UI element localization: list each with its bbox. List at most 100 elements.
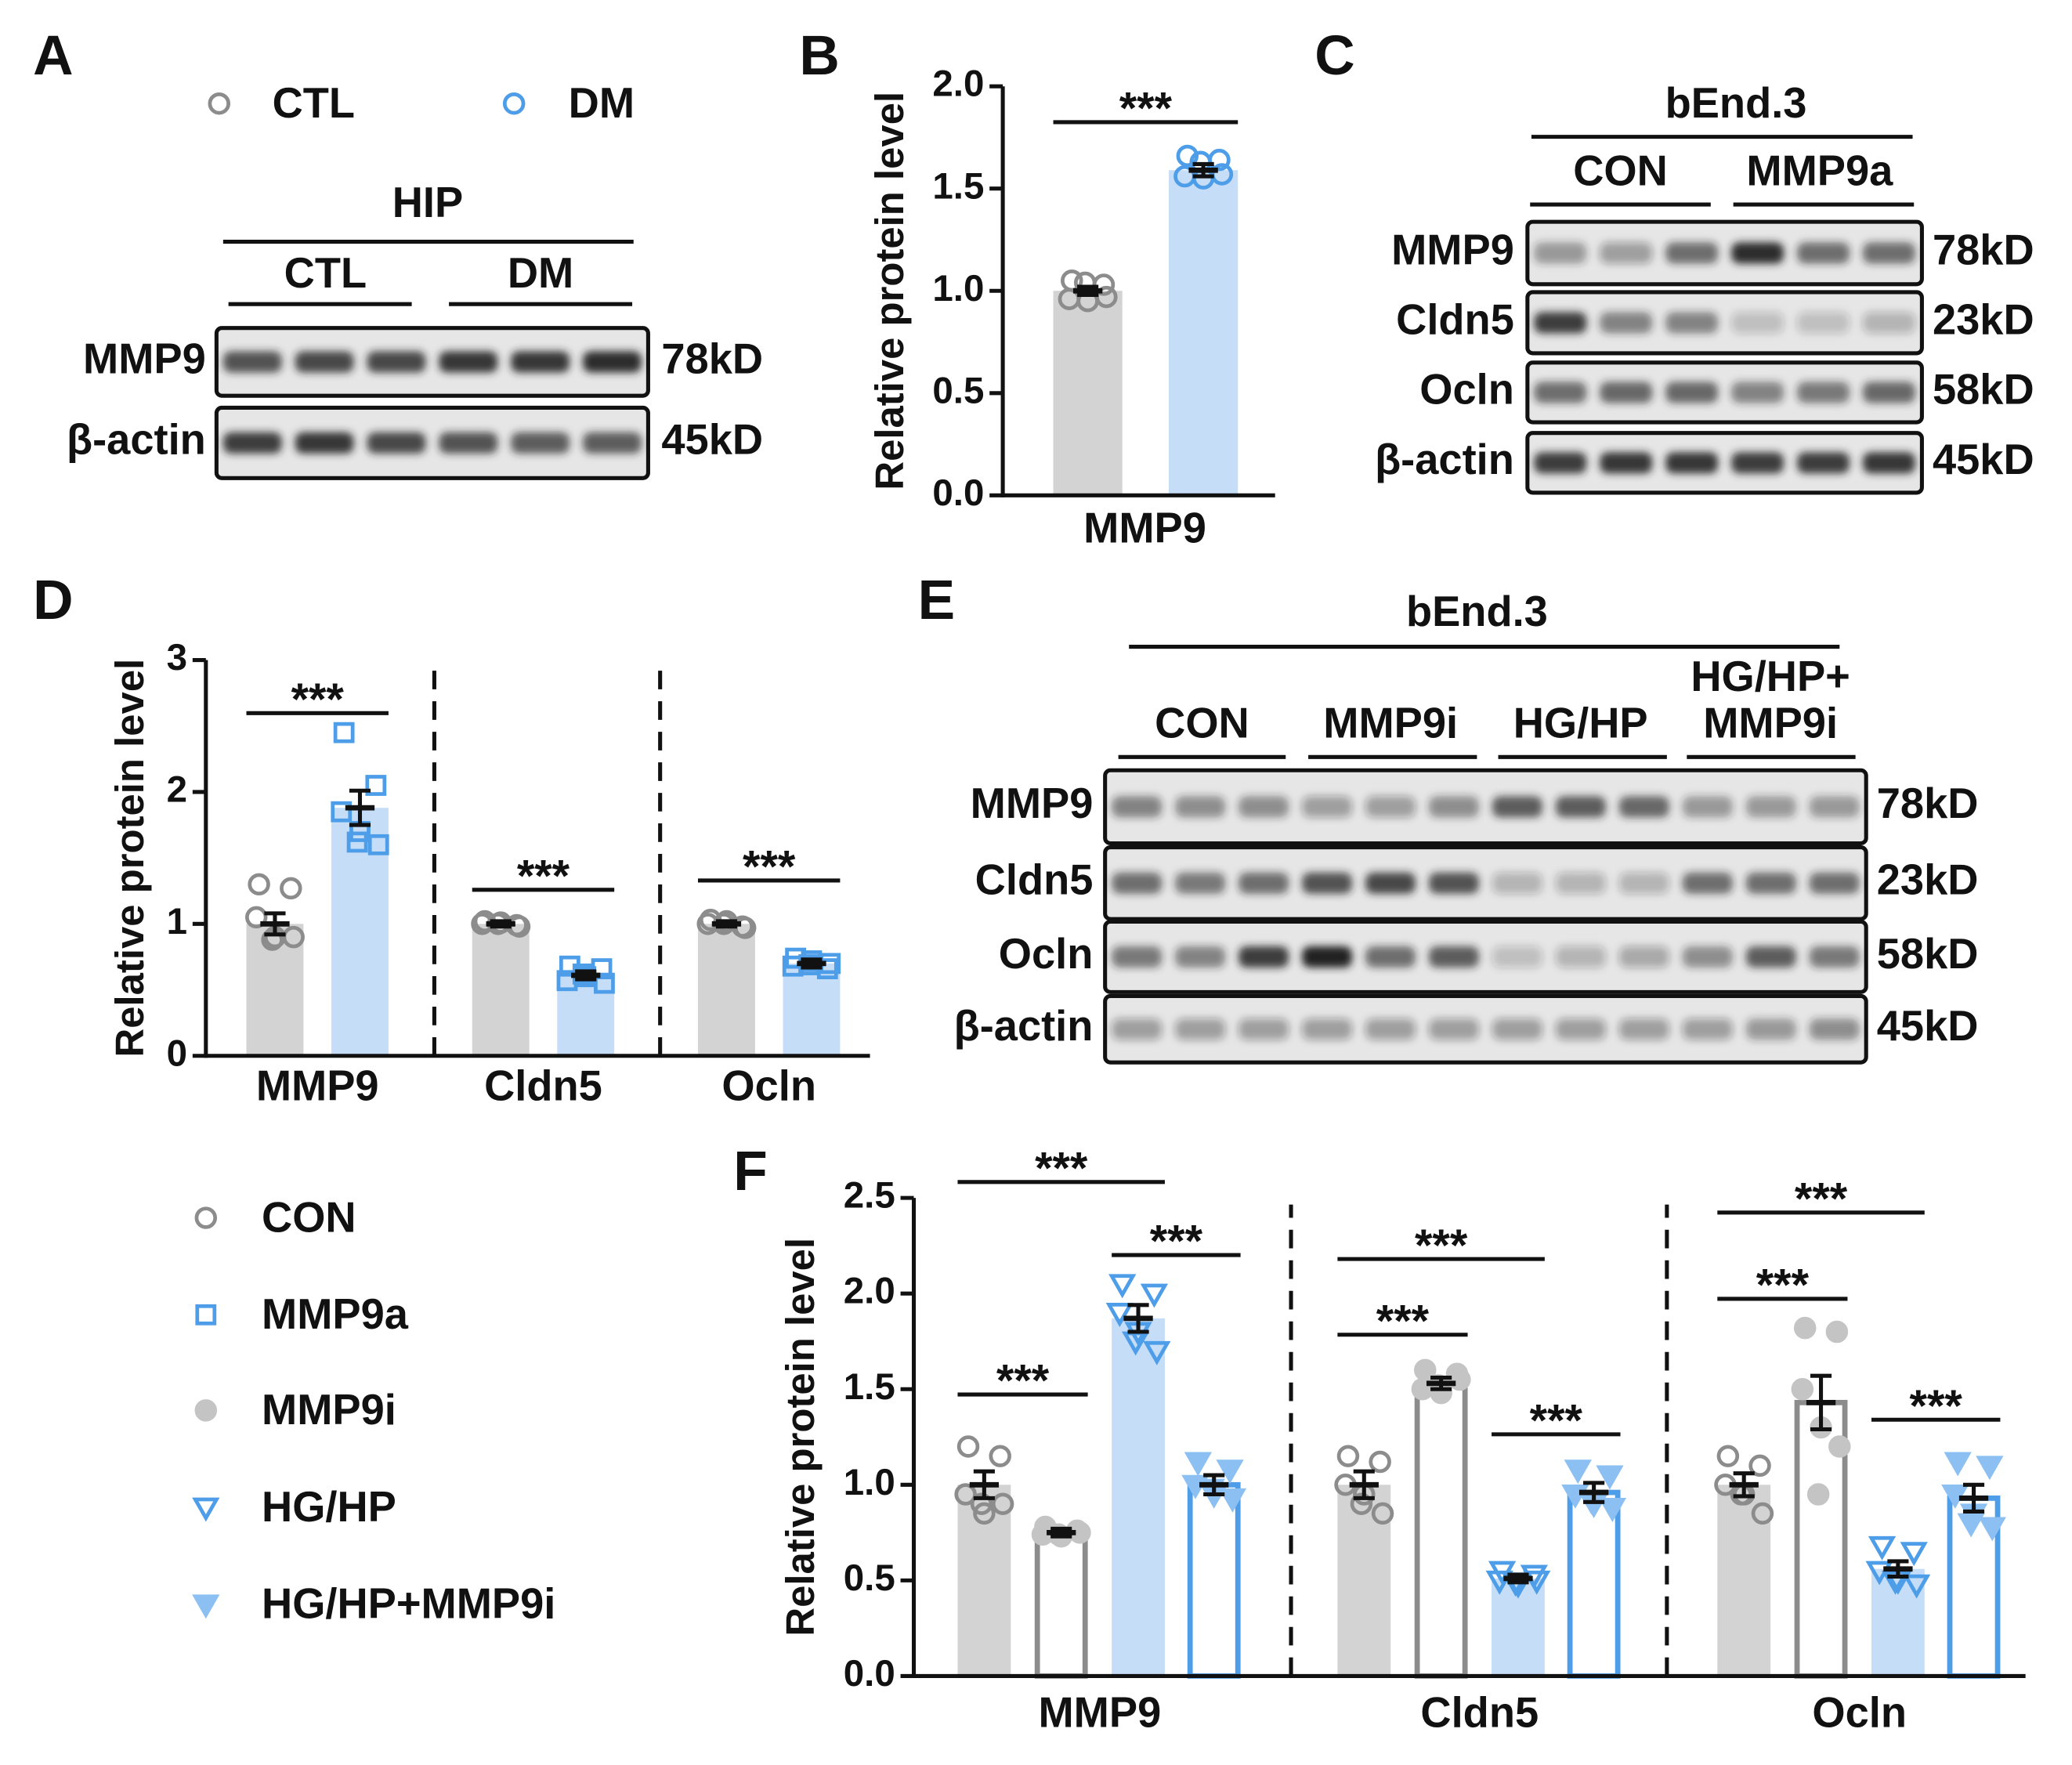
bands xyxy=(1112,796,1860,818)
panel-label: C xyxy=(1314,25,1354,87)
band xyxy=(583,432,642,454)
blot-row-label: Cldn5 xyxy=(975,857,1094,904)
data-point xyxy=(1791,1378,1814,1401)
band xyxy=(367,351,426,373)
error-bar xyxy=(486,919,515,929)
band xyxy=(1665,382,1719,403)
data-point xyxy=(1176,144,1199,168)
data-point xyxy=(280,877,302,900)
band xyxy=(1731,242,1785,264)
significance-label: *** xyxy=(1415,1221,1468,1271)
legend-label: MMP9a xyxy=(262,1291,409,1338)
band xyxy=(1492,946,1542,967)
y-tick-label: 0.5 xyxy=(932,370,984,411)
bar xyxy=(1034,1529,1088,1679)
error-bar xyxy=(1123,1303,1153,1334)
band xyxy=(1618,946,1669,967)
band xyxy=(1731,312,1785,334)
y-tick-label: 1.0 xyxy=(932,268,984,309)
blot-row-label: Cldn5 xyxy=(1396,296,1514,343)
band xyxy=(1682,796,1733,818)
band xyxy=(1428,796,1479,818)
band xyxy=(1797,382,1850,403)
blot-size: 45kD xyxy=(1877,1003,1979,1050)
data-point xyxy=(244,906,268,929)
band xyxy=(1112,796,1163,818)
significance-label: *** xyxy=(743,842,796,892)
data-point xyxy=(1184,1452,1213,1477)
y-axis-label: Relative protein level xyxy=(778,1238,823,1637)
band xyxy=(1175,796,1226,818)
band xyxy=(1492,1018,1542,1040)
x-tick-label: Cldn5 xyxy=(484,1062,602,1109)
band xyxy=(295,351,354,373)
data-point xyxy=(1485,1570,1513,1595)
blot-header: bEnd.3 xyxy=(1406,588,1548,635)
data-point xyxy=(1978,1517,2006,1542)
band xyxy=(1302,872,1353,894)
data-point xyxy=(1336,1445,1360,1467)
blot-size: 45kD xyxy=(1933,436,2034,483)
data-point xyxy=(1369,1450,1391,1474)
error-bar xyxy=(571,969,601,982)
band xyxy=(1665,312,1719,334)
data-point xyxy=(1598,1498,1627,1522)
y-axis-label: Relative protein level xyxy=(107,659,152,1058)
bands xyxy=(1112,946,1860,967)
x-tick-label: MMP9 xyxy=(1083,505,1206,552)
data-point xyxy=(1140,1283,1169,1308)
band xyxy=(1534,242,1587,264)
x-tick-label: Ocln xyxy=(1812,1690,1907,1737)
legend-label: DM xyxy=(569,80,635,127)
legend-marker xyxy=(192,1594,220,1619)
band xyxy=(1555,946,1606,967)
panel-label: D xyxy=(33,570,73,631)
band xyxy=(1428,872,1479,894)
data-point xyxy=(970,1492,993,1515)
band xyxy=(1600,452,1653,474)
band xyxy=(1112,946,1163,967)
band xyxy=(1492,796,1542,818)
data-point xyxy=(333,722,355,743)
error-bar xyxy=(1578,1481,1609,1504)
band xyxy=(1797,312,1850,334)
bands xyxy=(1112,1018,1860,1040)
legend-marker xyxy=(192,1497,220,1522)
bar xyxy=(1337,1485,1391,1676)
band xyxy=(1682,1018,1733,1040)
legend-marker xyxy=(502,92,526,115)
panel-label: A xyxy=(33,25,73,87)
blot-group: CON xyxy=(1573,147,1668,194)
data-point xyxy=(1881,1570,1910,1595)
bands xyxy=(1534,312,1915,334)
bands xyxy=(222,351,642,373)
blot-size: 23kD xyxy=(1877,857,1979,904)
error-bar xyxy=(1503,1572,1533,1585)
blot-size: 78kD xyxy=(1877,780,1979,827)
band xyxy=(1731,382,1785,403)
band xyxy=(1862,312,1915,334)
data-point xyxy=(331,801,353,823)
y-tick-label: 0.5 xyxy=(844,1557,895,1599)
data-point xyxy=(1143,1340,1171,1365)
y-tick-label: 2.5 xyxy=(844,1175,895,1217)
band xyxy=(1534,312,1587,334)
band xyxy=(1555,1018,1606,1040)
legend-label: MMP9i xyxy=(262,1387,396,1434)
band xyxy=(1175,872,1226,894)
significance-label: *** xyxy=(1376,1296,1430,1346)
data-point xyxy=(1902,1574,1931,1599)
blot-group: MMP9a xyxy=(1746,147,1893,194)
data-point xyxy=(1900,1542,1928,1567)
error-bar xyxy=(1047,1526,1076,1539)
blot-row-label: β-actin xyxy=(67,417,206,464)
band xyxy=(511,351,570,373)
blot-size: 78kD xyxy=(661,335,763,382)
band xyxy=(583,351,642,373)
blot-row-label: Ocln xyxy=(1419,366,1514,413)
band xyxy=(295,432,354,454)
data-point xyxy=(594,972,615,994)
band xyxy=(1555,872,1606,894)
data-point xyxy=(1868,1535,1897,1561)
bar xyxy=(1169,170,1238,496)
